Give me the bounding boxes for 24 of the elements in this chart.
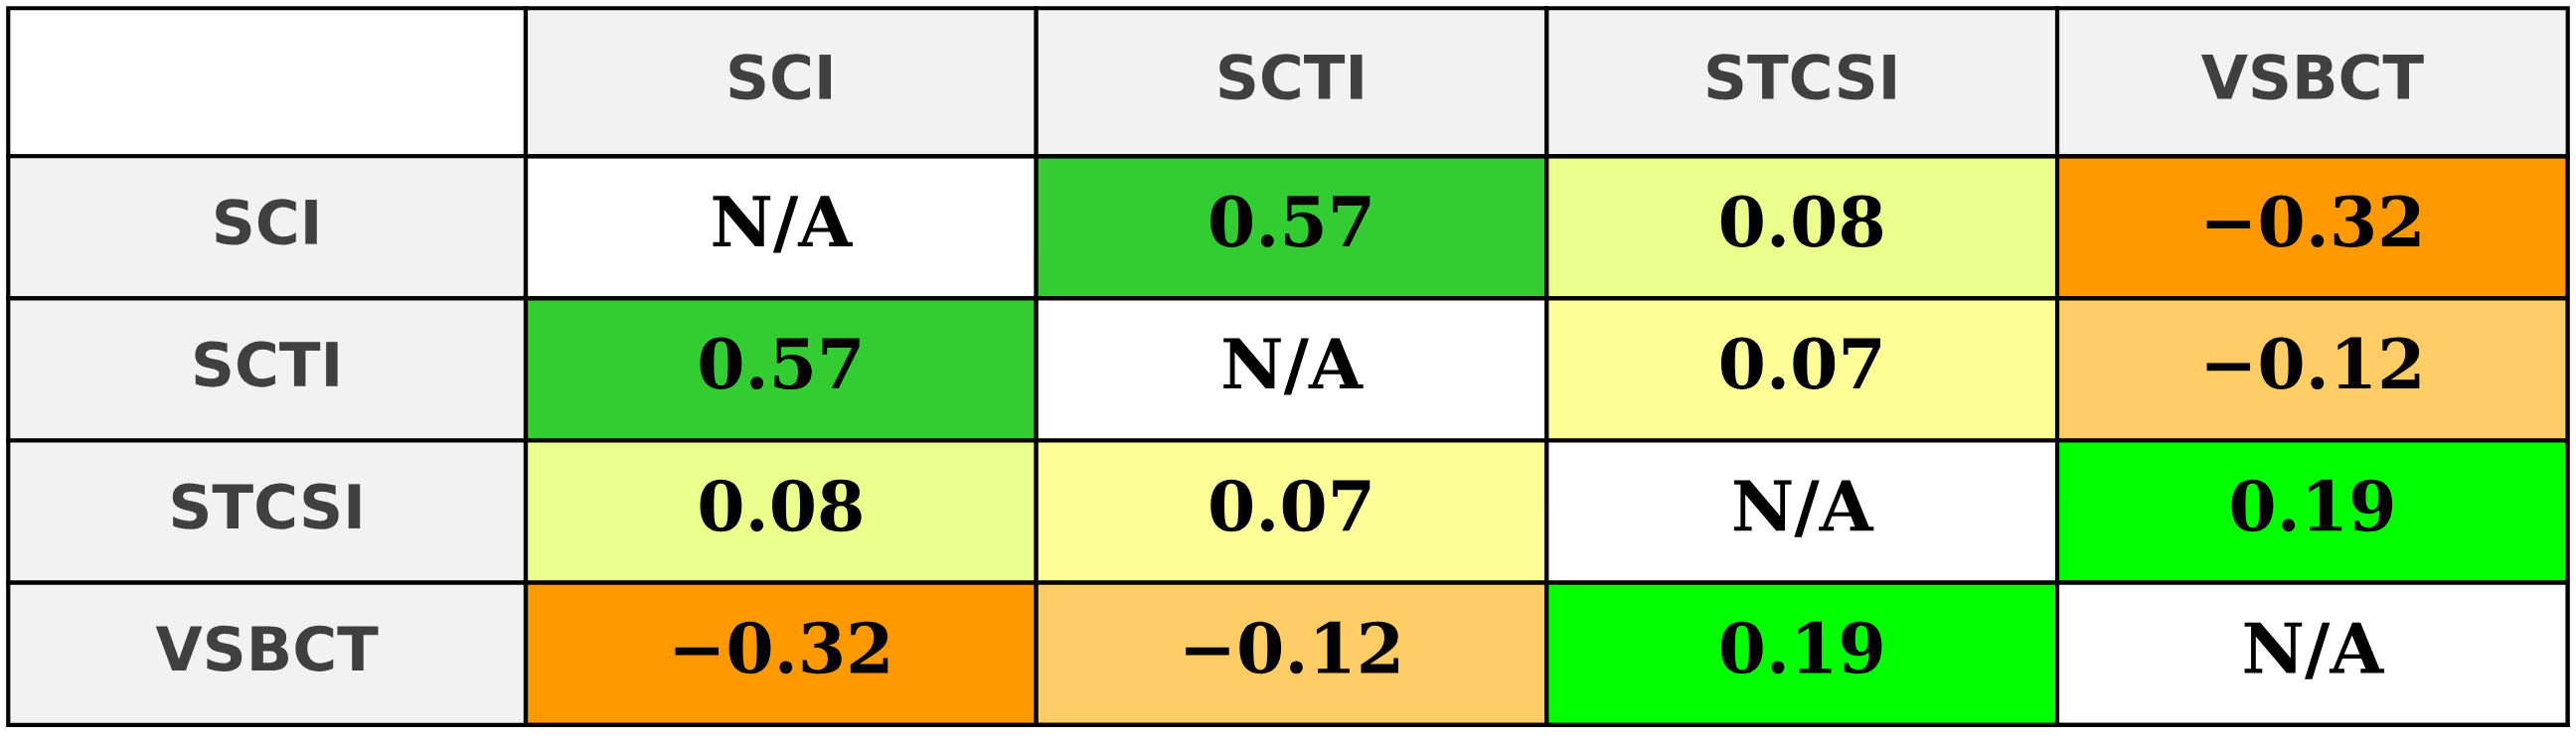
data-label: 0.57 <box>1210 195 1370 247</box>
data-label: −0.32 <box>675 621 888 674</box>
data-label: 0.08 <box>1720 195 1883 247</box>
y-tick-label: SCTI <box>195 341 338 387</box>
data-label: 0.07 <box>1210 479 1370 532</box>
text: N/A <box>1223 338 1364 395</box>
data-label: 0.08 <box>700 479 862 532</box>
data-label: 0.07 <box>1720 337 1881 390</box>
x-tick-label: VSBCT <box>2200 54 2424 100</box>
data-label: −0.12 <box>1186 621 1398 674</box>
y-tick-label: SCI <box>216 199 317 245</box>
x-tick-label: STCSI <box>1707 54 1895 100</box>
text: N/A <box>1733 480 1874 537</box>
data-label: 0.57 <box>700 337 860 390</box>
text: N/A <box>2244 622 2385 679</box>
y-tick-label: STCSI <box>172 483 361 529</box>
data-label: 0.19 <box>1720 621 1882 674</box>
text: N/A <box>713 196 853 253</box>
y-tick-label: VSBCT <box>155 625 379 671</box>
x-tick-label: SCTI <box>1219 54 1363 100</box>
data-label: 0.19 <box>2231 479 2393 532</box>
data-label: −0.12 <box>2206 337 2420 390</box>
x-tick-label: SCI <box>729 54 831 100</box>
data-label: −0.32 <box>2206 195 2420 247</box>
